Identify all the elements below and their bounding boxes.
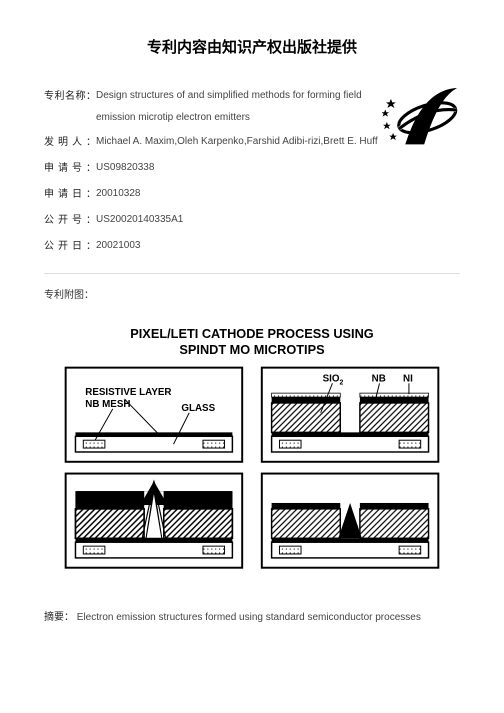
figure-title-1: PIXEL/LETI CATHODE PROCESS USING xyxy=(130,326,374,341)
abstract-label: 摘要： xyxy=(44,612,74,623)
field-app-date: 申请日： 20010328 xyxy=(44,183,460,207)
abstract: 摘要： Electron emission structures formed … xyxy=(44,609,460,627)
field-pub-date: 公开日： 20021003 xyxy=(44,235,460,259)
label: 申请号： xyxy=(44,157,96,181)
figure-title-2: SPINDT MO MICROTIPS xyxy=(179,342,324,357)
divider xyxy=(44,273,460,274)
label-glass: GLASS xyxy=(181,403,215,414)
label: 发明人： xyxy=(44,131,96,155)
label-ni: NI xyxy=(403,373,413,384)
metadata-block: 专利名称： Design structures of and simplifie… xyxy=(44,85,460,259)
label-nb: NB xyxy=(372,373,386,384)
value: 20010328 xyxy=(96,183,460,207)
label: 申请日： xyxy=(44,183,96,207)
abstract-text: Electron emission structures formed usin… xyxy=(77,612,421,623)
page-title: 专利内容由知识产权出版社提供 xyxy=(44,36,460,57)
ip-logo xyxy=(382,83,460,151)
patent-figure: PIXEL/LETI CATHODE PROCESS USING SPINDT … xyxy=(44,311,460,591)
label: 专利名称： xyxy=(44,85,96,129)
label-nbmesh: NB MESH xyxy=(85,399,130,410)
label: 公开号： xyxy=(44,209,96,233)
drawing-section-label: 专利附图： xyxy=(44,286,460,301)
label-resistive: RESISTIVE LAYER xyxy=(85,387,171,398)
value: 20021003 xyxy=(96,235,460,259)
value: US20020140335A1 xyxy=(96,209,460,233)
value: US09820338 xyxy=(96,157,460,181)
field-pub-no: 公开号： US20020140335A1 xyxy=(44,209,460,233)
field-app-no: 申请号： US09820338 xyxy=(44,157,460,181)
label: 公开日： xyxy=(44,235,96,259)
